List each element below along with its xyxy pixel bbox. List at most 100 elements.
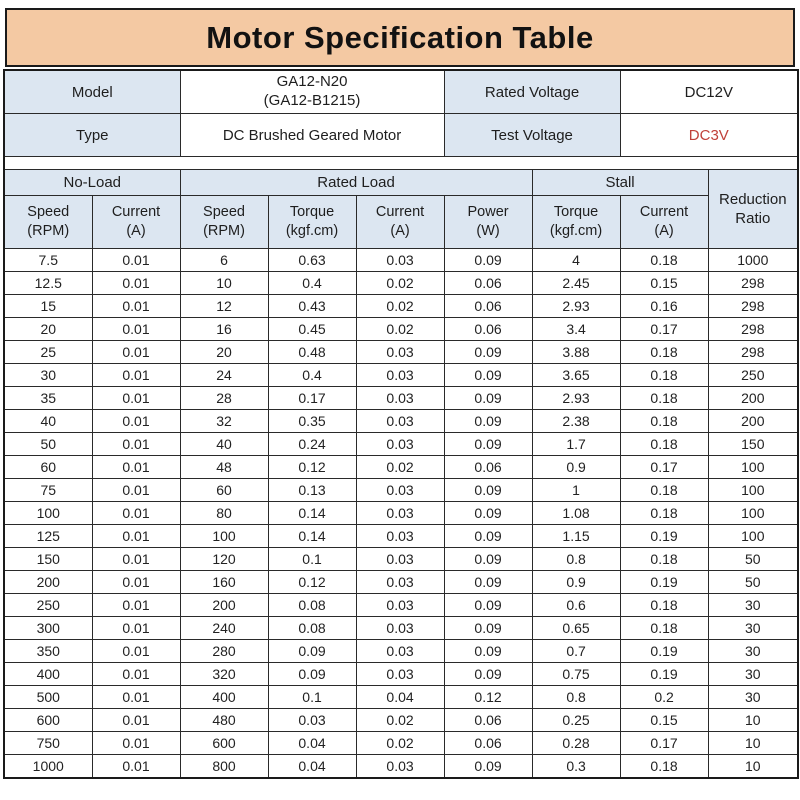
table-cell: 12.5 <box>3 271 93 295</box>
table-cell: 800 <box>179 754 269 779</box>
table-cell: 0.09 <box>443 754 533 779</box>
column-header-line1: Torque <box>553 204 599 221</box>
table-cell: 1.7 <box>531 432 621 456</box>
table-cell: 0.8 <box>531 547 621 571</box>
table-cell: 0.18 <box>619 409 709 433</box>
table-cell: 0.04 <box>267 731 357 755</box>
table-row: 35 0.01 28 0.17 0.03 0.09 2.93 0.18 200 <box>3 386 799 410</box>
table-row: 125 0.01 100 0.14 0.03 0.09 1.15 0.19 100 <box>3 524 799 548</box>
table-cell: 280 <box>179 639 269 663</box>
table-cell: 0.09 <box>443 363 533 387</box>
table-cell: 0.9 <box>531 570 621 594</box>
table-cell: 0.01 <box>91 662 181 686</box>
rated-voltage-label: Rated Voltage <box>443 69 621 114</box>
table-cell: 0.03 <box>355 340 445 364</box>
table-cell: 0.03 <box>355 524 445 548</box>
table-cell: 0.18 <box>619 754 709 779</box>
column-header-line2: (kgf.cm) <box>285 223 339 239</box>
table-cell: 0.03 <box>355 570 445 594</box>
table-cell: 0.09 <box>443 593 533 617</box>
spacer-cell <box>3 156 799 170</box>
table-cell: 0.09 <box>443 639 533 663</box>
column-header-line2: (kgf.cm) <box>549 223 603 239</box>
model-value-line1: GA12-N20 <box>276 73 348 91</box>
table-cell: 4 <box>531 248 621 272</box>
table-cell: 0.28 <box>531 731 621 755</box>
column-header-line1: Speed <box>27 204 70 221</box>
table-cell: 0.01 <box>91 363 181 387</box>
spec-sheet: Motor Specification Table Model GA12-N20… <box>3 8 800 779</box>
table-cell: 0.09 <box>443 409 533 433</box>
table-row: 500 0.01 400 0.1 0.04 0.12 0.8 0.2 30 <box>3 685 799 709</box>
table-cell: 100 <box>707 524 799 548</box>
table-row: 250 0.01 200 0.08 0.03 0.09 0.6 0.18 30 <box>3 593 799 617</box>
table-cell: 3.88 <box>531 340 621 364</box>
table-cell: 0.03 <box>355 501 445 525</box>
table-cell: 0.63 <box>267 248 357 272</box>
table-cell: 0.01 <box>91 340 181 364</box>
table-cell: 0.03 <box>355 248 445 272</box>
table-cell: 0.01 <box>91 570 181 594</box>
type-value: DC Brushed Geared Motor <box>179 113 445 157</box>
table-cell: 0.9 <box>531 455 621 479</box>
table-cell: 0.18 <box>619 432 709 456</box>
table-cell: 0.01 <box>91 685 181 709</box>
column-header-power: Power (W) <box>443 195 533 249</box>
table-cell: 0.12 <box>267 570 357 594</box>
group-no-load: No-Load <box>3 169 181 196</box>
table-cell: 0.09 <box>443 524 533 548</box>
table-cell: 0.7 <box>531 639 621 663</box>
column-header-line1: Speed <box>203 204 245 221</box>
table-cell: 0.09 <box>443 386 533 410</box>
column-header-line2: (A) <box>390 223 410 239</box>
table-cell: 0.18 <box>619 363 709 387</box>
table-cell: 0.01 <box>91 409 181 433</box>
table-cell: 0.03 <box>355 478 445 502</box>
table-row: 200 0.01 160 0.12 0.03 0.09 0.9 0.19 50 <box>3 570 799 594</box>
table-cell: 150 <box>3 547 93 571</box>
table-cell: 0.01 <box>91 478 181 502</box>
table-cell: 2.93 <box>531 294 621 318</box>
table-row: 7.5 0.01 6 0.63 0.03 0.09 4 0.18 1000 <box>3 248 799 272</box>
table-cell: 100 <box>707 501 799 525</box>
column-header-current: Current (A) <box>355 195 445 249</box>
table-cell: 0.03 <box>355 547 445 571</box>
table-row: 20 0.01 16 0.45 0.02 0.06 3.4 0.17 298 <box>3 317 799 341</box>
table-cell: 0.03 <box>355 662 445 686</box>
rated-voltage-value: DC12V <box>619 69 799 114</box>
table-cell: 0.18 <box>619 340 709 364</box>
table-cell: 600 <box>179 731 269 755</box>
table-cell: 0.01 <box>91 271 181 295</box>
table-cell: 0.15 <box>619 271 709 295</box>
table-row: 25 0.01 20 0.48 0.03 0.09 3.88 0.18 298 <box>3 340 799 364</box>
table-cell: 200 <box>707 409 799 433</box>
table-cell: 0.09 <box>267 662 357 686</box>
test-voltage-value: DC3V <box>619 113 799 157</box>
table-cell: 7.5 <box>3 248 93 272</box>
table-cell: 0.01 <box>91 616 181 640</box>
table-cell: 0.12 <box>443 685 533 709</box>
type-row: Type DC Brushed Geared Motor Test Voltag… <box>3 113 799 157</box>
table-cell: 1000 <box>3 754 93 779</box>
table-cell: 30 <box>707 639 799 663</box>
reduction-ratio-line1: Reduction <box>719 190 787 208</box>
table-row: 12.5 0.01 10 0.4 0.02 0.06 2.45 0.15 298 <box>3 271 799 295</box>
column-header-line1: Torque <box>289 204 335 221</box>
table-cell: 0.06 <box>443 317 533 341</box>
table-cell: 0.06 <box>443 271 533 295</box>
table-cell: 150 <box>707 432 799 456</box>
table-cell: 35 <box>3 386 93 410</box>
table-row: 600 0.01 480 0.03 0.02 0.06 0.25 0.15 10 <box>3 708 799 732</box>
table-cell: 3.4 <box>531 317 621 341</box>
table-cell: 0.09 <box>443 547 533 571</box>
table-cell: 298 <box>707 340 799 364</box>
table-cell: 0.03 <box>355 432 445 456</box>
table-cell: 0.15 <box>619 708 709 732</box>
table-cell: 160 <box>179 570 269 594</box>
page-title: Motor Specification Table <box>5 8 795 67</box>
table-cell: 0.18 <box>619 616 709 640</box>
table-cell: 2.38 <box>531 409 621 433</box>
table-cell: 200 <box>179 593 269 617</box>
table-cell: 0.24 <box>267 432 357 456</box>
table-cell: 0.01 <box>91 501 181 525</box>
